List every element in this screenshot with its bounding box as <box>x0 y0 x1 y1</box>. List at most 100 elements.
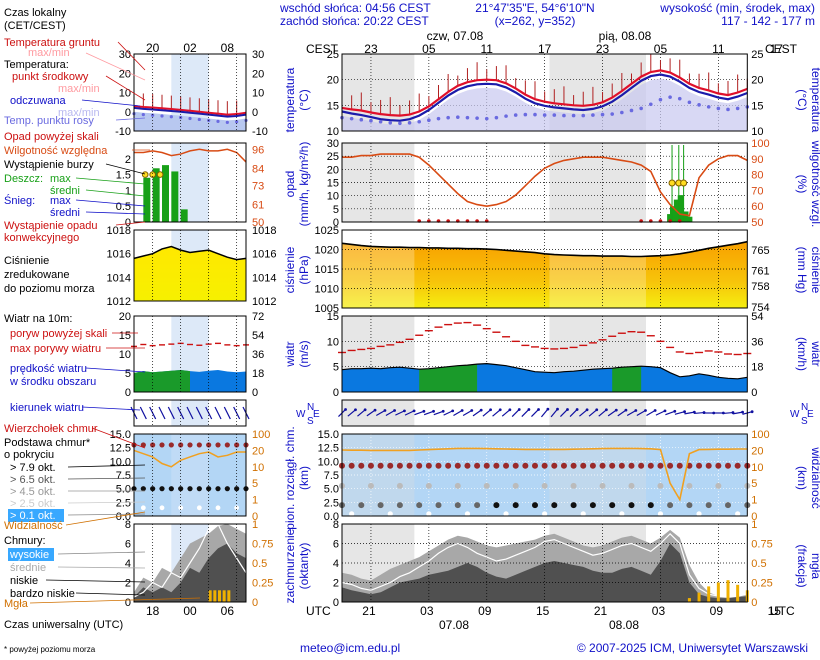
cb-top-dot <box>580 462 587 469</box>
humidity-ytick-right: 100 <box>751 138 769 150</box>
cloud-base-dot <box>416 502 423 509</box>
legend-label: wysokie <box>9 549 49 561</box>
cloud-base-dot <box>686 482 693 489</box>
dew-point <box>716 106 721 111</box>
wind-arrow <box>433 410 444 416</box>
cloud-ytick: 2.5 <box>324 497 339 509</box>
legend-leader-line <box>85 211 146 215</box>
humidity-line <box>342 153 748 217</box>
wdir-w-right: W <box>790 409 800 420</box>
wind-arrow-head <box>422 409 426 413</box>
legend-leader-line <box>85 367 146 373</box>
fog-ytick-right: 0 <box>751 597 757 609</box>
dew-point <box>649 102 653 107</box>
temp-ytick-right: 15 <box>751 100 763 112</box>
fog-ytick-right: 0.75 <box>751 539 772 551</box>
cest-tick: 23 <box>364 42 378 56</box>
legend-pressure-area <box>134 246 246 301</box>
fog-axis-label: mgła <box>809 553 820 579</box>
legend-ytick: 2 <box>125 154 131 166</box>
precip-ytick: 25 <box>327 151 339 163</box>
legend-ytick: 1014 <box>252 272 276 284</box>
legend-ytick: 8 <box>125 519 131 531</box>
cb-top-dot <box>512 462 519 469</box>
wind-arrow-head <box>363 408 367 412</box>
legend-vis-ytick: 100 <box>252 429 270 441</box>
legend-ytick: 0.5 <box>116 201 131 213</box>
cloud-axis-unit: (km) <box>297 466 311 490</box>
wind-arrow <box>722 411 734 415</box>
press-ytick: 1025 <box>315 225 339 237</box>
legend-ytick: 72 <box>252 311 264 323</box>
cb-top-dot <box>570 462 577 469</box>
precip-axis-label: opad <box>283 171 297 198</box>
wind-arrow <box>347 409 356 417</box>
legend-label: max porywy wiatru <box>10 343 101 355</box>
wind-arrow <box>646 409 656 417</box>
temp-axis-unit: (°C) <box>297 89 311 110</box>
dew-point <box>523 112 528 117</box>
legend-cloud-night <box>171 434 209 516</box>
legend-high-cloud-line <box>133 523 247 598</box>
cloud-base-dot <box>705 502 712 509</box>
legend-cb-top-dot <box>159 442 165 448</box>
vis-ytick: 100 <box>751 429 769 441</box>
temp-ytick-right: 25 <box>751 49 763 61</box>
legend-press-frame <box>133 229 247 302</box>
cest-left: CEST <box>306 42 339 56</box>
wind-arrow-head <box>634 409 638 412</box>
dew-point <box>504 114 508 118</box>
legend-ytick: -10 <box>115 126 131 138</box>
legend-cloud-base-dot <box>159 486 165 492</box>
wind-arrow <box>511 409 520 417</box>
footer-email[interactable]: meteo@icm.edu.pl <box>300 641 400 655</box>
legend-cloud-base-dot <box>159 505 165 511</box>
wind-arrow <box>684 411 695 415</box>
dew-point <box>427 118 431 123</box>
legend-label: kierunek wiatru <box>10 402 84 414</box>
press-ytick: 1015 <box>315 264 339 276</box>
legend-ytick: 20 <box>119 311 131 323</box>
cloud-base-dot <box>667 502 674 509</box>
cest-tick: 05 <box>422 42 436 56</box>
cloud-base-dot <box>425 482 432 489</box>
wdir-night-band <box>549 400 646 426</box>
legend-label: odczuwana <box>10 95 67 107</box>
cloud-axis-label: pion. rozciągł. chm. <box>283 426 297 529</box>
cest-tick: 05 <box>654 42 668 56</box>
legend-label: Czas uniwersalny (UTC) <box>4 619 123 631</box>
dew-point <box>475 116 479 120</box>
dew-point <box>533 112 537 117</box>
legend-cb-top-dot <box>206 442 212 448</box>
vis-ytick: 0 <box>751 511 757 523</box>
dew-point <box>687 100 692 105</box>
legend-label: Czas lokalny <box>4 7 67 19</box>
rain-bar <box>669 206 676 222</box>
cb-top-dot <box>396 462 403 469</box>
wind-arrow-head <box>412 409 416 413</box>
wind-arrow-head <box>508 408 512 412</box>
cb-top-dot <box>647 462 654 469</box>
legend-text: Czas lokalny(CET/CEST) Temperatura gruntu… <box>4 7 201 654</box>
legend-visibility-line <box>133 449 246 468</box>
wind-arrow-head <box>537 408 540 411</box>
visibility-line <box>341 447 748 502</box>
legend-dew-dot <box>160 114 164 118</box>
wind-kmh-tick: 54 <box>751 311 763 323</box>
legend-humidity-line <box>134 148 247 163</box>
cover-ytick: 2 <box>333 578 339 590</box>
cest-tick: 17 <box>770 42 784 56</box>
legend-cloud-ytick: 15.0 <box>110 429 131 441</box>
legend-ytick: 1016 <box>252 249 276 261</box>
legend-ytick: 73 <box>252 181 264 193</box>
wind-arrow <box>636 409 646 417</box>
legend-rain-bar <box>180 209 188 222</box>
wind-arrow <box>375 409 386 417</box>
legend-temp-line <box>133 104 247 116</box>
legend-rain-bar <box>152 168 160 222</box>
wind-arrow-head <box>470 409 474 412</box>
legend-label: > 2.5 okt. <box>10 498 56 510</box>
dew-point <box>610 112 614 116</box>
cb-top-dot <box>667 462 674 469</box>
wind-arrow <box>357 409 366 417</box>
